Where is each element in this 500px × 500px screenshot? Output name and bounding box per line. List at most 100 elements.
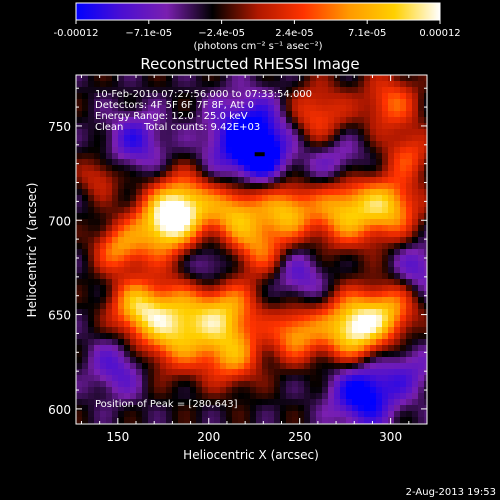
- heatmap-cell: [226, 315, 233, 322]
- heatmap-cell: [268, 165, 275, 172]
- heatmap-cell: [298, 315, 305, 322]
- heatmap-cell: [244, 291, 251, 298]
- heatmap-cell: [388, 225, 395, 232]
- heatmap-cell: [250, 129, 257, 136]
- heatmap-cell: [268, 279, 275, 286]
- heatmap-cell: [340, 225, 347, 232]
- heatmap-cell: [346, 219, 353, 226]
- heatmap-cell: [148, 219, 155, 226]
- heatmap-cell: [82, 129, 89, 136]
- heatmap-cell: [424, 285, 428, 292]
- heatmap-cell: [184, 243, 191, 250]
- heatmap-cell: [136, 99, 143, 106]
- heatmap-cell: [388, 273, 395, 280]
- heatmap-cell: [328, 219, 335, 226]
- heatmap-cell: [196, 363, 203, 370]
- heatmap-cell: [364, 153, 371, 160]
- heatmap-cell: [394, 135, 401, 142]
- heatmap-cell: [238, 363, 245, 370]
- heatmap-cell: [202, 393, 209, 400]
- heatmap-cell: [142, 231, 149, 238]
- heatmap-cell: [148, 87, 155, 94]
- heatmap-cell: [298, 321, 305, 328]
- heatmap-cell: [322, 159, 329, 166]
- heatmap-cell: [226, 411, 233, 418]
- heatmap-cell: [160, 297, 167, 304]
- heatmap-cell: [310, 189, 317, 196]
- heatmap-cell: [418, 207, 425, 214]
- heatmap-cell: [424, 99, 428, 106]
- heatmap-cell: [196, 93, 203, 100]
- heatmap-cell: [334, 255, 341, 262]
- heatmap-cell: [148, 357, 155, 364]
- heatmap-cell: [292, 297, 299, 304]
- heatmap-cell: [286, 177, 293, 184]
- heatmap-cell: [256, 345, 263, 352]
- heatmap-cell: [82, 273, 89, 280]
- heatmap-cell: [76, 237, 83, 244]
- heatmap-cell: [202, 183, 209, 190]
- heatmap-cell: [292, 165, 299, 172]
- heatmap-cell: [172, 105, 179, 112]
- heatmap-cell: [418, 393, 425, 400]
- heatmap-cell: [94, 243, 101, 250]
- heatmap-cell: [124, 165, 131, 172]
- heatmap-cell: [172, 357, 179, 364]
- heatmap-cell: [352, 159, 359, 166]
- heatmap-cell: [208, 345, 215, 352]
- heatmap-cell: [310, 219, 317, 226]
- heatmap-cell: [76, 333, 83, 340]
- heatmap-cell: [76, 249, 83, 256]
- heatmap-cell: [184, 285, 191, 292]
- heatmap-cell: [322, 339, 329, 346]
- heatmap-cell: [388, 117, 395, 124]
- heatmap-cell: [226, 195, 233, 202]
- heatmap-cell: [394, 357, 401, 364]
- heatmap-cell: [298, 87, 305, 94]
- heatmap-cell: [178, 237, 185, 244]
- heatmap-cell: [292, 273, 299, 280]
- heatmap-cell: [304, 387, 311, 394]
- heatmap-cell: [100, 105, 107, 112]
- heatmap-cell: [94, 303, 101, 310]
- heatmap-cell: [388, 327, 395, 334]
- heatmap-cell: [154, 381, 161, 388]
- heatmap-cell: [406, 111, 413, 118]
- heatmap-cell: [394, 327, 401, 334]
- heatmap-cell: [190, 315, 197, 322]
- heatmap-cell: [172, 369, 179, 376]
- heatmap-cell: [292, 231, 299, 238]
- heatmap-cell: [328, 231, 335, 238]
- y-tick-label: 700: [48, 214, 71, 228]
- heatmap-cell: [418, 267, 425, 274]
- heatmap-cell: [88, 309, 95, 316]
- heatmap-cell: [424, 273, 428, 280]
- heatmap-cell: [100, 159, 107, 166]
- heatmap-cell: [274, 351, 281, 358]
- heatmap-cell: [388, 417, 395, 424]
- heatmap-cell: [130, 321, 137, 328]
- heatmap-cell: [136, 285, 143, 292]
- heatmap-cell: [226, 255, 233, 262]
- heatmap-cell: [376, 93, 383, 100]
- heatmap-cell: [382, 375, 389, 382]
- heatmap-cell: [358, 327, 365, 334]
- heatmap-cell: [160, 345, 167, 352]
- heatmap-cell: [268, 213, 275, 220]
- heatmap-cell: [250, 345, 257, 352]
- heatmap-cell: [346, 105, 353, 112]
- heatmap-cell: [166, 339, 173, 346]
- heatmap-cell: [412, 411, 419, 418]
- heatmap-cell: [334, 309, 341, 316]
- heatmap-cell: [214, 159, 221, 166]
- heatmap-cell: [424, 351, 428, 358]
- heatmap-cell: [310, 171, 317, 178]
- heatmap-cell: [256, 147, 263, 154]
- heatmap-cell: [304, 231, 311, 238]
- heatmap-cell: [136, 237, 143, 244]
- heatmap-cell: [358, 411, 365, 418]
- heatmap-cell: [166, 171, 173, 178]
- heatmap-cell: [418, 201, 425, 208]
- heatmap-cell: [136, 87, 143, 94]
- heatmap-cell: [310, 237, 317, 244]
